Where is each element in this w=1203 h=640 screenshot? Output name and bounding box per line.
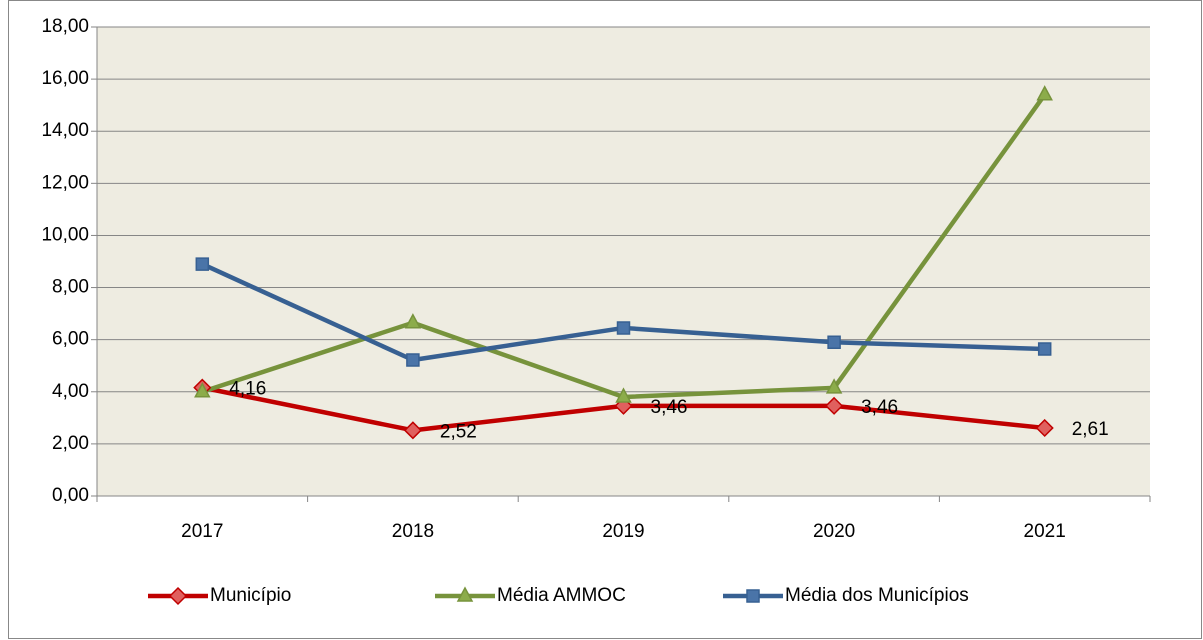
legend-label: Média AMMOC bbox=[497, 585, 626, 606]
plot-area bbox=[97, 27, 1150, 496]
data-point bbox=[616, 321, 631, 335]
data-point bbox=[615, 387, 632, 403]
data-point bbox=[825, 396, 844, 415]
y-tick-label: 16,00 bbox=[41, 68, 89, 89]
y-tick-label: 14,00 bbox=[41, 120, 89, 141]
y-tick-label: 2,00 bbox=[52, 433, 89, 454]
data-label: 3,46 bbox=[651, 397, 688, 418]
data-point bbox=[194, 382, 211, 398]
data-label: 4,16 bbox=[229, 379, 266, 400]
data-label: 2,52 bbox=[440, 421, 477, 442]
y-tick-label: 12,00 bbox=[41, 172, 89, 193]
y-tick-label: 6,00 bbox=[52, 329, 89, 350]
data-point bbox=[406, 353, 420, 367]
data-point bbox=[195, 257, 210, 271]
data-label: 2,61 bbox=[1072, 419, 1109, 440]
legend-label: Média dos Municípios bbox=[785, 585, 969, 606]
data-point bbox=[1036, 85, 1053, 101]
x-tick-label: 2020 bbox=[813, 521, 855, 542]
legend-marker bbox=[168, 586, 188, 606]
y-tick-label: 0,00 bbox=[52, 485, 89, 506]
y-tick-label: 4,00 bbox=[52, 381, 89, 402]
data-point bbox=[1037, 342, 1052, 356]
x-tick-label: 2017 bbox=[181, 521, 223, 542]
data-point bbox=[1035, 418, 1054, 438]
legend-label: Município bbox=[210, 585, 291, 606]
x-tick-label: 2018 bbox=[392, 521, 434, 542]
data-point bbox=[827, 335, 841, 350]
data-point bbox=[404, 313, 422, 329]
data-point bbox=[403, 421, 422, 440]
legend-marker bbox=[456, 586, 474, 602]
y-tick-label: 18,00 bbox=[41, 16, 89, 37]
data-label: 3,46 bbox=[861, 397, 898, 418]
y-tick-label: 10,00 bbox=[41, 224, 89, 245]
x-tick-label: 2021 bbox=[1024, 521, 1066, 542]
y-tick-label: 8,00 bbox=[52, 277, 89, 298]
legend-marker bbox=[746, 589, 760, 603]
data-point bbox=[825, 378, 843, 394]
x-tick-label: 2019 bbox=[602, 521, 644, 542]
